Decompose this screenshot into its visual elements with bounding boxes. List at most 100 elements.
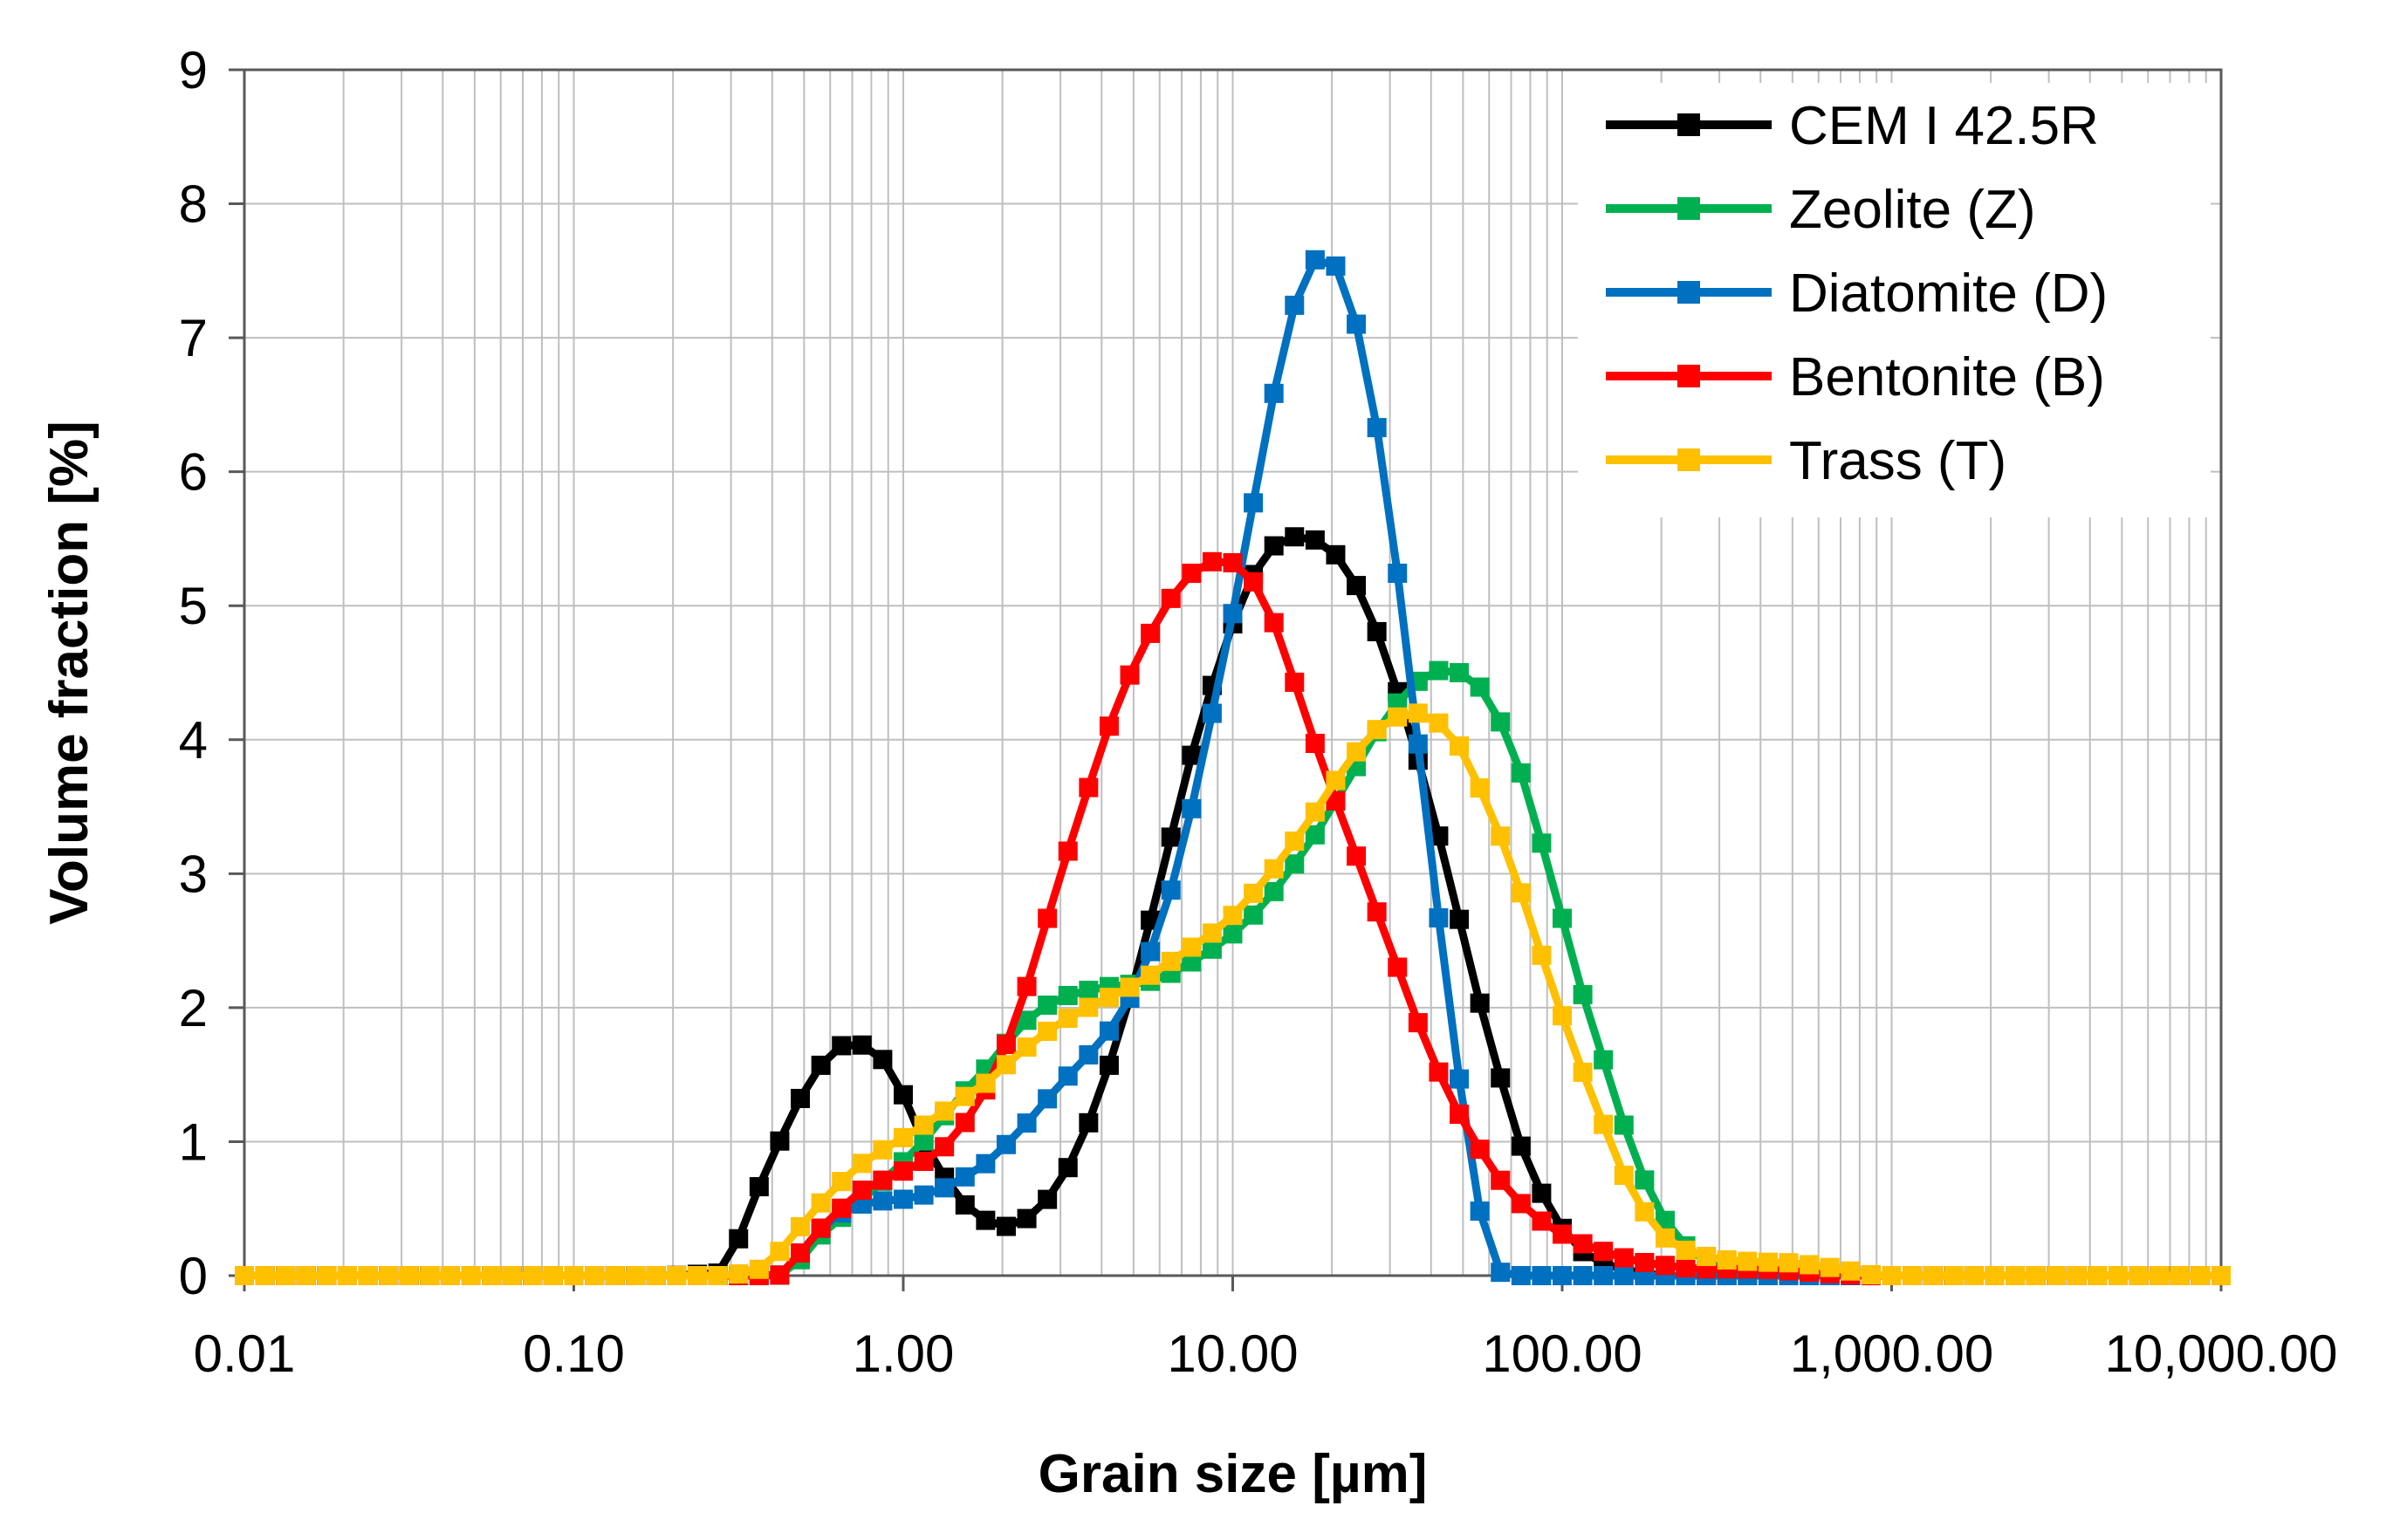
data-point: [894, 1161, 913, 1181]
data-point: [1614, 1266, 1634, 1285]
tick-labels: 0 1 2 3 4 5 6 7 8 9 0.01 0.10 1.00 10.00 100.00 1,000.0…: [179, 41, 2338, 1383]
data-point: [1573, 984, 1593, 1004]
x-tick-label: 100.00: [1482, 1324, 1642, 1383]
data-point: [1511, 1136, 1531, 1156]
legend-entry: Diatomite (D): [1606, 264, 2108, 324]
data-point: [1058, 841, 1078, 861]
data-point: [1408, 1013, 1428, 1033]
data-point: [914, 1115, 934, 1135]
data-point: [852, 1181, 872, 1201]
data-point: [1676, 1258, 1696, 1278]
data-point: [1553, 1224, 1572, 1244]
data-point: [976, 1210, 996, 1230]
data-point: [1161, 880, 1181, 900]
data-point: [1017, 976, 1037, 996]
data-point: [1182, 952, 1202, 972]
data-point: [585, 1266, 605, 1285]
data-point: [1264, 881, 1284, 901]
legend-entry: Trass (T): [1606, 431, 2006, 491]
data-point: [1594, 1242, 1614, 1262]
data-point: [1223, 906, 1243, 926]
data-point: [1491, 1068, 1511, 1088]
data-point: [1532, 1183, 1552, 1203]
data-point: [1367, 621, 1387, 641]
data-point: [935, 1137, 955, 1157]
data-point: [955, 1112, 975, 1133]
data-point: [1964, 1266, 1984, 1285]
data-point: [1099, 716, 1119, 736]
data-point: [1244, 883, 1264, 903]
data-point: [1326, 770, 1346, 791]
data-point: [894, 1189, 913, 1209]
data-point: [1553, 1266, 1572, 1285]
data-point: [749, 1259, 769, 1279]
data-point: [1347, 314, 1367, 334]
data-point: [564, 1266, 584, 1285]
series-4: [235, 703, 2231, 1285]
data-point: [1264, 383, 1284, 403]
data-point: [1120, 665, 1140, 685]
data-point: [852, 1035, 872, 1055]
y-tick-label: 4: [179, 711, 208, 770]
data-point: [1264, 536, 1284, 556]
data-point: [1244, 905, 1264, 925]
data-point: [1058, 985, 1078, 1005]
data-point: [955, 1167, 975, 1187]
data-point: [1285, 854, 1305, 874]
data-point: [1264, 613, 1284, 633]
data-point: [791, 1088, 811, 1108]
data-point: [255, 1266, 275, 1285]
data-point: [1491, 712, 1511, 732]
data-point: [2150, 1266, 2170, 1285]
data-point: [914, 1152, 934, 1172]
data-point: [1099, 988, 1119, 1008]
data-point: [1470, 993, 1490, 1013]
data-point: [1305, 250, 1325, 270]
data-point: [2109, 1266, 2129, 1285]
data-point: [1820, 1257, 1840, 1277]
data-point: [1367, 720, 1387, 740]
data-point: [935, 1101, 955, 1121]
y-tick-label: 9: [179, 41, 208, 99]
x-tick-label: 0.01: [194, 1324, 296, 1383]
data-point: [646, 1266, 666, 1285]
data-point: [955, 1194, 975, 1215]
data-point: [811, 1055, 831, 1075]
data-point: [873, 1140, 893, 1160]
data-point: [1367, 902, 1387, 922]
data-point: [1594, 1266, 1614, 1285]
data-point: [1388, 957, 1408, 977]
data-point: [1099, 1055, 1119, 1075]
data-point: [1470, 677, 1490, 697]
data-point: [1305, 802, 1325, 822]
data-point: [1923, 1266, 1943, 1285]
data-point: [1738, 1251, 1758, 1271]
data-point: [1614, 1115, 1634, 1135]
data-point: [1388, 564, 1408, 584]
data-point: [1470, 1201, 1490, 1222]
data-point: [996, 1035, 1016, 1055]
legend-swatch-marker: [1677, 197, 1700, 220]
data-point: [1450, 736, 1470, 756]
data-point: [1450, 1069, 1470, 1089]
data-point: [1244, 493, 1264, 513]
x-tick-label: 0.10: [523, 1324, 625, 1383]
data-point: [852, 1153, 872, 1174]
data-point: [1326, 791, 1346, 811]
data-point: [729, 1264, 749, 1284]
data-point: [1079, 980, 1099, 1000]
data-point: [1347, 742, 1367, 762]
data-point: [1202, 939, 1222, 959]
legend-entry: Zeolite (Z): [1606, 180, 2035, 240]
data-point: [1594, 1050, 1614, 1070]
data-point: [1491, 1263, 1511, 1283]
data-point: [523, 1266, 543, 1285]
data-point: [1450, 662, 1470, 682]
legend-swatch-marker: [1677, 113, 1700, 136]
data-point: [1903, 1266, 1923, 1285]
data-point: [708, 1266, 728, 1285]
data-point: [791, 1243, 811, 1263]
data-point: [1182, 937, 1202, 957]
data-point: [420, 1266, 440, 1285]
legend-label: Trass (T): [1789, 431, 2006, 491]
